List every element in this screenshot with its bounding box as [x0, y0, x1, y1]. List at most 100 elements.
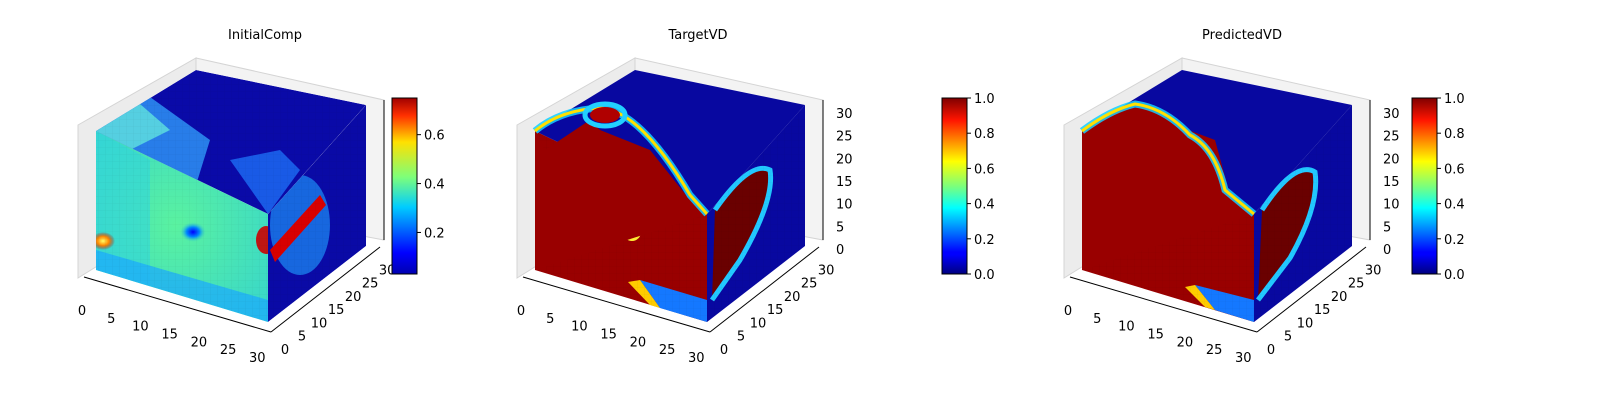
y-tick-label: 25: [801, 277, 818, 292]
x-tick-label: 15: [600, 327, 617, 342]
x-tick-labels: 0 5 10 15 20 25 30: [517, 304, 705, 366]
panel-initialcomp: InitialComp: [77, 28, 445, 366]
x-tick-label: 30: [249, 351, 266, 366]
x-tick-label: 30: [688, 351, 705, 366]
colorbar-tick-label: 0.0: [1444, 268, 1465, 283]
colorbar-tick-label: 0.2: [1444, 233, 1465, 248]
colorbar: 0.2 0.4 0.6: [391, 97, 445, 275]
z-tick-label: 20: [836, 152, 853, 167]
y-tick-label: 30: [379, 263, 396, 278]
z-tick-label: 30: [1383, 107, 1400, 122]
z-tick-label: 25: [836, 130, 853, 145]
z-tick-label: 0: [1383, 243, 1391, 258]
colorbar: 0.0 0.2 0.4 0.6 0.8 1.0: [1411, 92, 1465, 283]
colorbar-tick-label: 1.0: [1444, 92, 1465, 107]
y-tick-label: 5: [1284, 330, 1292, 345]
y-tick-label: 15: [328, 303, 345, 318]
panel-title: TargetVD: [667, 28, 727, 43]
x-tick-label: 5: [546, 312, 554, 327]
x-tick-label: 25: [1206, 343, 1223, 358]
colorbar-tick-label: 0.4: [424, 178, 445, 193]
y-tick-label: 25: [1348, 277, 1365, 292]
z-tick-labels: 0 5 10 15 20 25 30: [836, 107, 853, 258]
z-tick-label: 5: [1383, 220, 1391, 235]
y-axis: [709, 246, 820, 333]
colorbar-tick-label: 0.8: [1444, 127, 1465, 142]
x-tick-label: 10: [1118, 320, 1135, 335]
x-axis: [522, 276, 711, 333]
x-tick-label: 20: [191, 335, 208, 350]
z-tick-label: 5: [836, 220, 844, 235]
x-tick-label: 0: [517, 304, 525, 319]
x-axis: [1069, 276, 1258, 333]
x-tick-label: 15: [1147, 327, 1164, 342]
voxel-cube: [96, 70, 366, 322]
colorbar-tick-label: 0.2: [424, 226, 445, 241]
y-axis: [270, 246, 381, 333]
panel-predictedvd: PredictedVD: [1063, 28, 1465, 366]
z-tick-label: 25: [1383, 130, 1400, 145]
colorbar-ticks: 0.0 0.2 0.4 0.6 0.8 1.0: [967, 92, 995, 283]
y-axis: [1256, 246, 1367, 333]
z-tick-label: 10: [1383, 198, 1400, 213]
x-tick-label: 0: [78, 304, 86, 319]
y-tick-label: 0: [281, 343, 289, 358]
y-tick-label: 30: [1365, 263, 1382, 278]
x-tick-labels: 0 5 10 15 20 25 30: [1064, 304, 1252, 366]
panel-title: PredictedVD: [1202, 28, 1282, 43]
x-tick-label: 10: [132, 320, 149, 335]
colorbar-tick-label: 0.8: [974, 127, 995, 142]
voxel-cube: [532, 70, 805, 322]
x-tick-label: 5: [107, 312, 115, 327]
x-axis: [83, 276, 272, 333]
x-tick-label: 15: [161, 327, 178, 342]
y-tick-label: 5: [298, 330, 306, 345]
z-tick-label: 20: [1383, 152, 1400, 167]
colorbar-tick-label: 0.6: [1444, 162, 1465, 177]
x-tick-labels: 0 5 10 15 20 25 30: [78, 304, 266, 366]
x-tick-label: 0: [1064, 304, 1072, 319]
colorbar-ticks: 0.0 0.2 0.4 0.6 0.8 1.0: [1437, 92, 1465, 283]
z-tick-label: 30: [836, 107, 853, 122]
y-tick-label: 5: [737, 330, 745, 345]
voxel-cube: [1079, 70, 1352, 322]
x-tick-label: 5: [1093, 312, 1101, 327]
colorbar: 0.0 0.2 0.4 0.6 0.8 1.0: [941, 92, 995, 283]
x-tick-label: 20: [1177, 335, 1194, 350]
colorbar-gradient: [1411, 97, 1438, 275]
colorbar-tick-label: 0.6: [974, 162, 995, 177]
colorbar-tick-label: 0.6: [424, 129, 445, 144]
z-tick-label: 10: [836, 198, 853, 213]
x-tick-label: 25: [220, 343, 237, 358]
y-tick-label: 30: [818, 263, 835, 278]
x-tick-label: 30: [1235, 351, 1252, 366]
x-tick-label: 20: [630, 335, 647, 350]
y-tick-label: 15: [1314, 303, 1331, 318]
colorbar-gradient: [391, 97, 418, 275]
colorbar-tick-label: 0.0: [974, 268, 995, 283]
colorbar-ticks: 0.2 0.4 0.6: [417, 129, 445, 241]
panel-title: InitialComp: [228, 28, 302, 43]
z-tick-labels: 0 5 10 15 20 25 30: [1383, 107, 1400, 258]
x-tick-label: 10: [571, 320, 588, 335]
colorbar-tick-label: 1.0: [974, 92, 995, 107]
panel-targetvd: TargetVD: [516, 28, 995, 366]
y-tick-label: 20: [1331, 290, 1348, 305]
y-tick-label: 20: [345, 290, 362, 305]
z-tick-label: 15: [836, 175, 853, 190]
y-tick-label: 15: [767, 303, 784, 318]
y-tick-label: 0: [720, 343, 728, 358]
y-tick-label: 20: [784, 290, 801, 305]
colorbar-gradient: [941, 97, 968, 275]
y-tick-label: 0: [1267, 343, 1275, 358]
x-tick-label: 25: [659, 343, 676, 358]
y-tick-label: 10: [750, 316, 767, 331]
y-tick-label: 25: [362, 277, 379, 292]
z-tick-label: 15: [1383, 175, 1400, 190]
colorbar-tick-label: 0.4: [974, 198, 995, 213]
y-tick-label: 10: [311, 316, 328, 331]
